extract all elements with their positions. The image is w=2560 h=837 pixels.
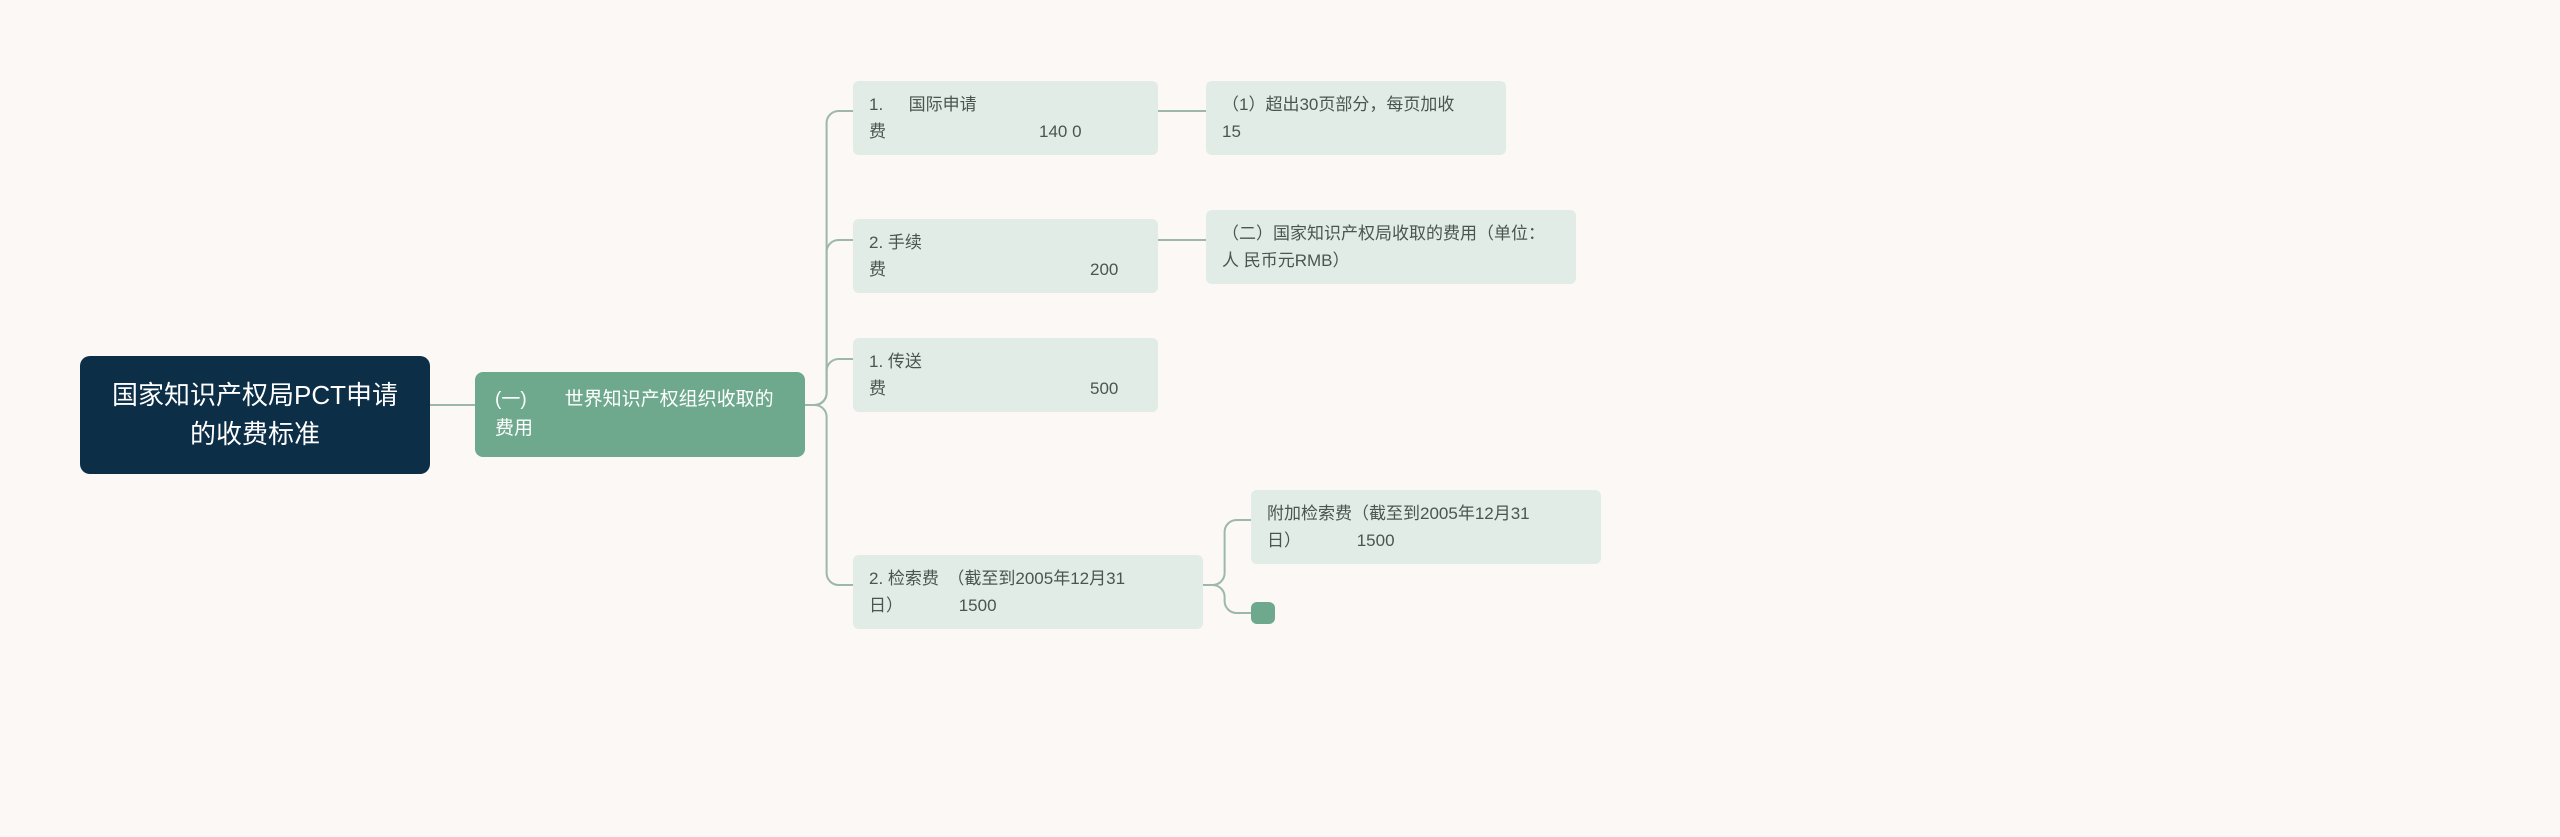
collapsed-stub[interactable] — [1251, 602, 1275, 624]
item-search-fee[interactable]: 2. 检索费 （截至到2005年12月31日） 1500 — [853, 555, 1203, 629]
branch-wipo-fees[interactable]: (一) 世界知识产权组织收取的 费用 — [475, 372, 805, 457]
item-transmittal-fee[interactable]: 1. 传送费 500 — [853, 338, 1158, 412]
item-intl-application-fee[interactable]: 1. 国际申请费 140 0 — [853, 81, 1158, 155]
item-additional-search-fee[interactable]: 附加检索费（截至到2005年12月31日） 1500 — [1251, 490, 1601, 564]
item-handling-fee[interactable]: 2. 手续费 200 — [853, 219, 1158, 293]
item-sipo-fees[interactable]: （二）国家知识产权局收取的费用（单位：人 民币元RMB） — [1206, 210, 1576, 284]
item-extra-page-fee[interactable]: （1）超出30页部分，每页加收 15 — [1206, 81, 1506, 155]
root-node[interactable]: 国家知识产权局PCT申请 的收费标准 — [80, 356, 430, 474]
